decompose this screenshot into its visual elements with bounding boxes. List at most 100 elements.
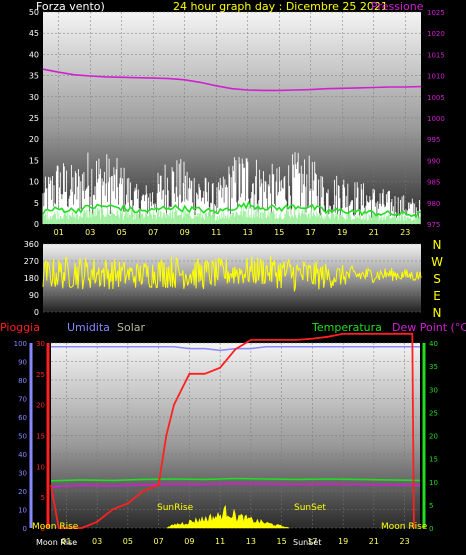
rain-hour-label: 15 [277, 537, 287, 546]
humidity-tick-label: 20 [18, 488, 27, 496]
sunrise-label: SunRise [157, 503, 194, 513]
rain-hour-label: 23 [400, 537, 410, 546]
wind-tick-label: 5 [34, 199, 39, 208]
axes-layer: 0510152025303540455097598098599099510001… [14, 8, 445, 546]
wind-axis-title: Forza vento) [36, 0, 105, 13]
pressure-tick-label: 1010 [427, 73, 445, 81]
moon-rise-label: Moon Rise [32, 522, 79, 532]
humidity-label: Umidita [67, 321, 110, 334]
compass-label: N [433, 238, 442, 252]
temperature-tick-label: 20 [429, 433, 438, 441]
pressure-tick-label: 980 [427, 200, 440, 208]
rain-hour-label: 21 [369, 537, 379, 546]
wind-hour-label: 23 [400, 228, 410, 237]
wind-average-series [42, 200, 422, 218]
temperature-tick-label: 25 [429, 409, 438, 417]
sunset-label: SunSet [294, 503, 326, 513]
rain-hour-label: 11 [215, 537, 225, 546]
chart-title: 24 hour graph day : Dicembre 25 2021 [173, 0, 388, 13]
wind-hour-label: 21 [369, 228, 379, 237]
temperature-tick-label: 30 [429, 386, 438, 394]
humidity-tick-label: 100 [14, 340, 27, 348]
moon-rise-bottom-label: Moon Rise [36, 538, 77, 547]
wind-hour-label: 03 [85, 228, 95, 237]
wind-tick-label: 0 [34, 220, 39, 229]
wind-tick-label: 25 [29, 114, 39, 123]
wind-hour-label: 17 [306, 228, 316, 237]
compass-label: S [433, 272, 441, 286]
temperature-tick-label: 35 [429, 363, 438, 371]
wind-tick-label: 20 [29, 135, 39, 144]
pressure-tick-label: 1000 [427, 115, 445, 123]
humidity-series [51, 345, 420, 352]
pressure-tick-label: 985 [427, 179, 440, 187]
temperature-series [50, 477, 421, 482]
temperature-tick-label: 15 [429, 456, 438, 464]
wind-hour-label: 07 [148, 228, 158, 237]
temperature-tick-label: 10 [429, 479, 438, 487]
wind-tick-label: 40 [29, 50, 39, 59]
dewpoint-label: Dew Point (°C) [392, 321, 466, 334]
wind-tick-label: 50 [29, 8, 39, 17]
direction-tick-label: 0 [34, 308, 39, 317]
rain-label: Pioggia [0, 321, 40, 334]
compass-label: W [431, 255, 443, 269]
wind-hour-label: 15 [274, 228, 284, 237]
wind-tick-label: 35 [29, 72, 39, 81]
humidity-tick-label: 70 [18, 396, 27, 404]
pressure-tick-label: 1005 [427, 94, 445, 102]
humidity-tick-label: 50 [18, 433, 27, 441]
direction-tick-label: 180 [24, 274, 39, 283]
pressure-tick-label: 990 [427, 157, 440, 165]
pressure-tick-label: 1020 [427, 30, 445, 38]
wind-average-fill [42, 206, 421, 224]
rain-hour-label: 17 [307, 537, 317, 546]
compass-label: E [433, 289, 441, 303]
rain-hour-label: 01 [61, 537, 71, 546]
solar-label: Solar [117, 321, 146, 334]
rain-hour-label: 09 [184, 537, 194, 546]
solar-series [166, 504, 290, 529]
rain-tick-label: 5 [41, 494, 45, 502]
humidity-tick-label: 80 [18, 377, 27, 385]
pressure-tick-label: 975 [427, 221, 440, 229]
rain-tick-label: 30 [36, 340, 45, 348]
wind-hour-label: 05 [117, 228, 127, 237]
pressure-tick-label: 995 [427, 136, 440, 144]
humidity-tick-label: 0 [23, 525, 27, 533]
rain-tick-label: 25 [36, 371, 45, 379]
rain-hour-label: 07 [154, 537, 164, 546]
temperature-tick-label: 0 [429, 525, 433, 533]
temperature-tick-label: 40 [429, 340, 438, 348]
rain-tick-label: 0 [41, 525, 45, 533]
pressure-tick-label: 1025 [427, 9, 445, 17]
wind-hour-label: 09 [180, 228, 190, 237]
pressure-series [42, 68, 422, 92]
wind-hour-label: 13 [243, 228, 253, 237]
wind-tick-label: 30 [29, 93, 39, 102]
rain-hour-label: 19 [338, 537, 348, 546]
rain-hour-label: 13 [246, 537, 256, 546]
humidity-tick-label: 90 [18, 359, 27, 367]
wind-direction-series [42, 255, 422, 292]
temperature-tick-label: 5 [429, 502, 433, 510]
rain-series [50, 332, 415, 529]
direction-tick-label: 90 [29, 291, 39, 300]
direction-tick-label: 270 [24, 257, 39, 266]
humidity-tick-label: 60 [18, 414, 27, 422]
compass-label: N [433, 306, 442, 320]
wind-tick-label: 15 [29, 156, 39, 165]
series-layer [42, 68, 422, 529]
rain-hour-label: 05 [123, 537, 133, 546]
direction-tick-label: 360 [24, 240, 39, 249]
rain-hour-label: 03 [92, 537, 102, 546]
pressure-tick-label: 1015 [427, 51, 445, 59]
humidity-tick-label: 10 [18, 507, 27, 515]
dewpoint-series [50, 482, 421, 488]
temperature-label: Temperatura [311, 321, 382, 334]
rain-tick-label: 15 [36, 433, 45, 441]
humidity-tick-label: 40 [18, 451, 27, 459]
moon-rise-label-right: Moon Rise [381, 522, 428, 532]
rain-tick-label: 10 [36, 463, 45, 471]
